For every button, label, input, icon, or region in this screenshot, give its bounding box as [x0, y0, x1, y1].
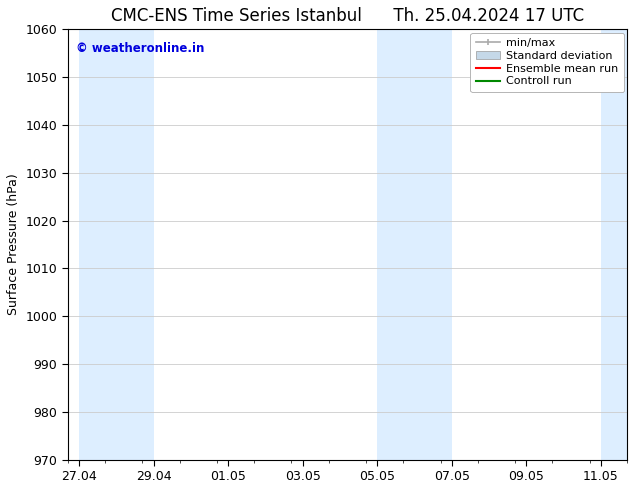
Bar	[377, 29, 452, 460]
Bar	[601, 29, 627, 460]
Bar	[79, 29, 153, 460]
Title: CMC-ENS Time Series Istanbul      Th. 25.04.2024 17 UTC: CMC-ENS Time Series Istanbul Th. 25.04.2…	[111, 7, 584, 25]
Text: © weatheronline.in: © weatheronline.in	[76, 42, 205, 55]
Y-axis label: Surface Pressure (hPa): Surface Pressure (hPa)	[7, 173, 20, 316]
Legend: min/max, Standard deviation, Ensemble mean run, Controll run: min/max, Standard deviation, Ensemble me…	[470, 33, 624, 92]
